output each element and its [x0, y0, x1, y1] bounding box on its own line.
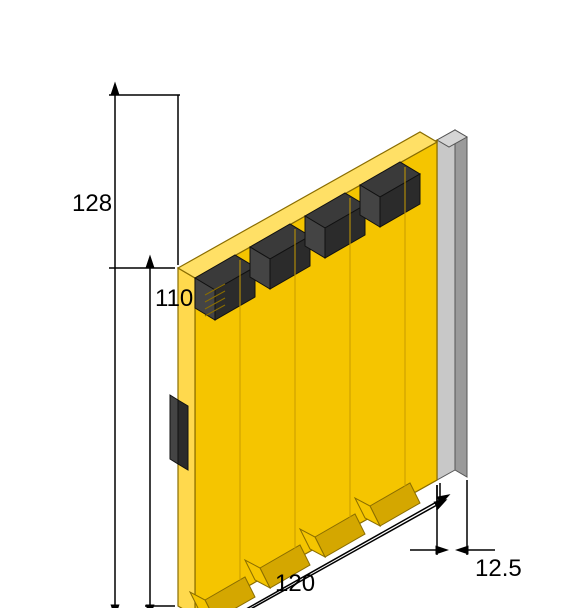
left-clip — [170, 395, 188, 470]
module-body — [170, 130, 467, 608]
dim-width: 12.5 — [475, 555, 522, 583]
drawing-svg — [0, 0, 565, 608]
dim-height-inner: 110 — [155, 285, 193, 313]
dim-height-overall: 128 — [72, 190, 112, 218]
dim-depth: 120 — [275, 570, 315, 598]
dimensioned-drawing: { "drawing": { "type": "technical-dimens… — [0, 0, 565, 608]
